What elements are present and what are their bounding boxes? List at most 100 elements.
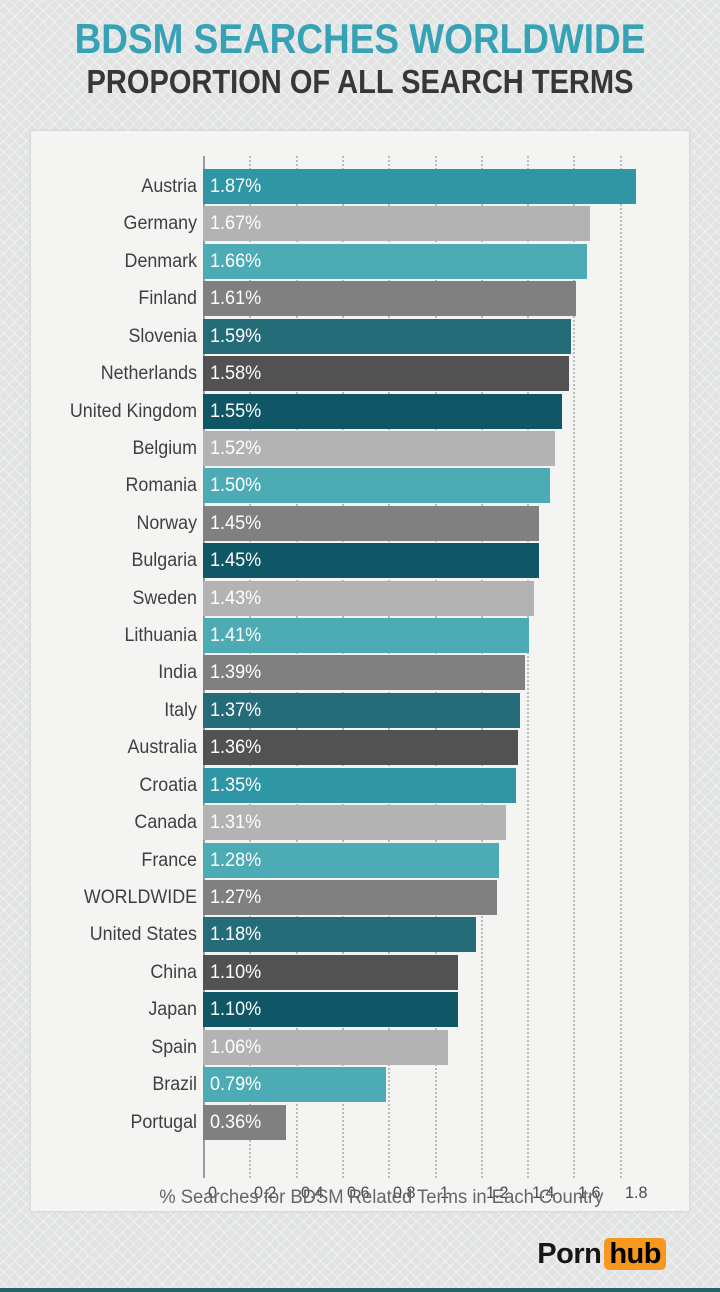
country-label: Slovenia <box>128 326 197 347</box>
chart-title: BDSM SEARCHES WORLDWIDE <box>74 15 646 62</box>
x-tick-label: 0 <box>208 1183 217 1202</box>
bar-row: WORLDWIDE 1.27% <box>31 880 691 915</box>
country-label: Australia <box>127 737 197 758</box>
x-tick-label: 1 <box>439 1183 449 1202</box>
bar-value-label: 1.27% <box>210 887 262 908</box>
country-label: Germany <box>123 213 197 234</box>
bar-row: Italy 1.37% <box>31 693 691 728</box>
bar: 1.39% <box>203 655 525 690</box>
bar-row: United Kingdom 1.55% <box>31 394 691 429</box>
country-label: Belgium <box>132 438 197 459</box>
bar: 0.36% <box>203 1105 286 1140</box>
x-tick-label: 0.2 <box>254 1183 277 1202</box>
country-label: Netherlands <box>100 363 197 384</box>
country-label: Sweden <box>132 588 197 609</box>
bar-value-label: 1.10% <box>210 999 262 1020</box>
country-label: Brazil <box>152 1074 197 1095</box>
bar: 0.79% <box>203 1067 386 1102</box>
bar-row: Romania 1.50% <box>31 468 691 503</box>
x-tick-label: 0.4 <box>300 1183 324 1202</box>
bar-row: Japan 1.10% <box>31 992 691 1027</box>
country-label: Lithuania <box>124 625 197 646</box>
bar: 1.37% <box>203 693 520 728</box>
country-label: Canada <box>134 812 197 833</box>
country-label: Croatia <box>139 775 197 796</box>
bar-row: Lithuania 1.41% <box>31 618 691 653</box>
bar: 1.59% <box>203 319 571 354</box>
bar: 1.52% <box>203 431 555 466</box>
bars-container: Austria 1.87% Germany 1.67% Denmark 1.66% Finl… <box>31 169 691 1142</box>
bar-row: Norway 1.45% <box>31 506 691 541</box>
bar-row: Spain 1.06% <box>31 1030 691 1065</box>
bar: 1.27% <box>203 880 497 915</box>
bar-value-label: 0.79% <box>210 1074 262 1095</box>
country-label: India <box>158 662 197 683</box>
bar: 1.66% <box>203 244 587 279</box>
country-label: China <box>150 962 197 983</box>
bottom-accent-strip <box>0 1288 720 1292</box>
bar-row: Sweden 1.43% <box>31 581 691 616</box>
bar: 1.31% <box>203 805 506 840</box>
country-label: Denmark <box>124 251 197 272</box>
bar: 1.61% <box>203 281 576 316</box>
country-label: Portugal <box>130 1112 197 1133</box>
bar: 1.87% <box>203 169 636 204</box>
bar-value-label: 1.18% <box>210 924 262 945</box>
bar-row: France 1.28% <box>31 843 691 878</box>
bar-row: Netherlands 1.58% <box>31 356 691 391</box>
gridline <box>573 156 576 1178</box>
bar-value-label: 1.55% <box>210 401 262 422</box>
bar: 1.45% <box>203 506 539 541</box>
country-label: Japan <box>148 999 197 1020</box>
bar-row: Denmark 1.66% <box>31 244 691 279</box>
bar-value-label: 1.41% <box>210 625 262 646</box>
bar-value-label: 1.28% <box>210 850 262 871</box>
x-tick-label: 0.6 <box>346 1183 370 1202</box>
bar-value-label: 1.50% <box>210 475 262 496</box>
x-tick-label: 1.2 <box>485 1183 509 1202</box>
country-label: Spain <box>151 1037 197 1058</box>
bar-value-label: 1.87% <box>210 176 262 197</box>
bar-value-label: 1.39% <box>210 662 262 683</box>
bar-row: Portugal 0.36% <box>31 1105 691 1140</box>
gridline <box>527 156 530 1178</box>
bar-value-label: 1.45% <box>210 513 262 534</box>
bar-row: Bulgaria 1.45% <box>31 543 691 578</box>
country-label: Italy <box>164 700 197 721</box>
bar-row: Austria 1.87% <box>31 169 691 204</box>
logo-hub-badge: hub <box>604 1238 666 1270</box>
x-tick-label: 0.8 <box>393 1183 416 1202</box>
bar-value-label: 1.61% <box>210 288 262 309</box>
bar: 1.43% <box>203 581 534 616</box>
country-label: Finland <box>138 288 197 309</box>
x-axis-ticks: 0 0.2 0.4 0.6 0.8 1 1.2 1.4 1.6 1.8 <box>31 1183 691 1205</box>
bar-row: China 1.10% <box>31 955 691 990</box>
bar-value-label: 1.35% <box>210 775 262 796</box>
x-tick-label: 1.8 <box>624 1183 648 1202</box>
bar-row: Slovenia 1.59% <box>31 319 691 354</box>
x-axis-caption: % Searches for BDSM Related Terms in Eac… <box>159 1187 604 1208</box>
bar-row: Germany 1.67% <box>31 206 691 241</box>
bar-value-label: 1.58% <box>210 363 262 384</box>
bar-value-label: 1.43% <box>210 588 262 609</box>
country-label: United States <box>89 924 197 945</box>
bar: 1.10% <box>203 955 458 990</box>
bar: 1.58% <box>203 356 569 391</box>
country-label: WORLDWIDE <box>83 887 197 908</box>
bar-value-label: 1.06% <box>210 1037 262 1058</box>
bar: 1.41% <box>203 618 529 653</box>
bar-value-label: 1.37% <box>210 700 262 721</box>
bar-value-label: 1.59% <box>210 326 262 347</box>
bar-value-label: 1.67% <box>210 213 262 234</box>
bar: 1.50% <box>203 468 550 503</box>
bar-row: Finland 1.61% <box>31 281 691 316</box>
bar-row: United States 1.18% <box>31 917 691 952</box>
bar: 1.36% <box>203 730 518 765</box>
country-label: Norway <box>136 513 197 534</box>
country-label: France <box>141 850 197 871</box>
chart-subtitle: PROPORTION OF ALL SEARCH TERMS <box>86 63 634 100</box>
bar-value-label: 1.66% <box>210 251 262 272</box>
bar: 1.28% <box>203 843 499 878</box>
bar-row: Australia 1.36% <box>31 730 691 765</box>
bar-row: Belgium 1.52% <box>31 431 691 466</box>
